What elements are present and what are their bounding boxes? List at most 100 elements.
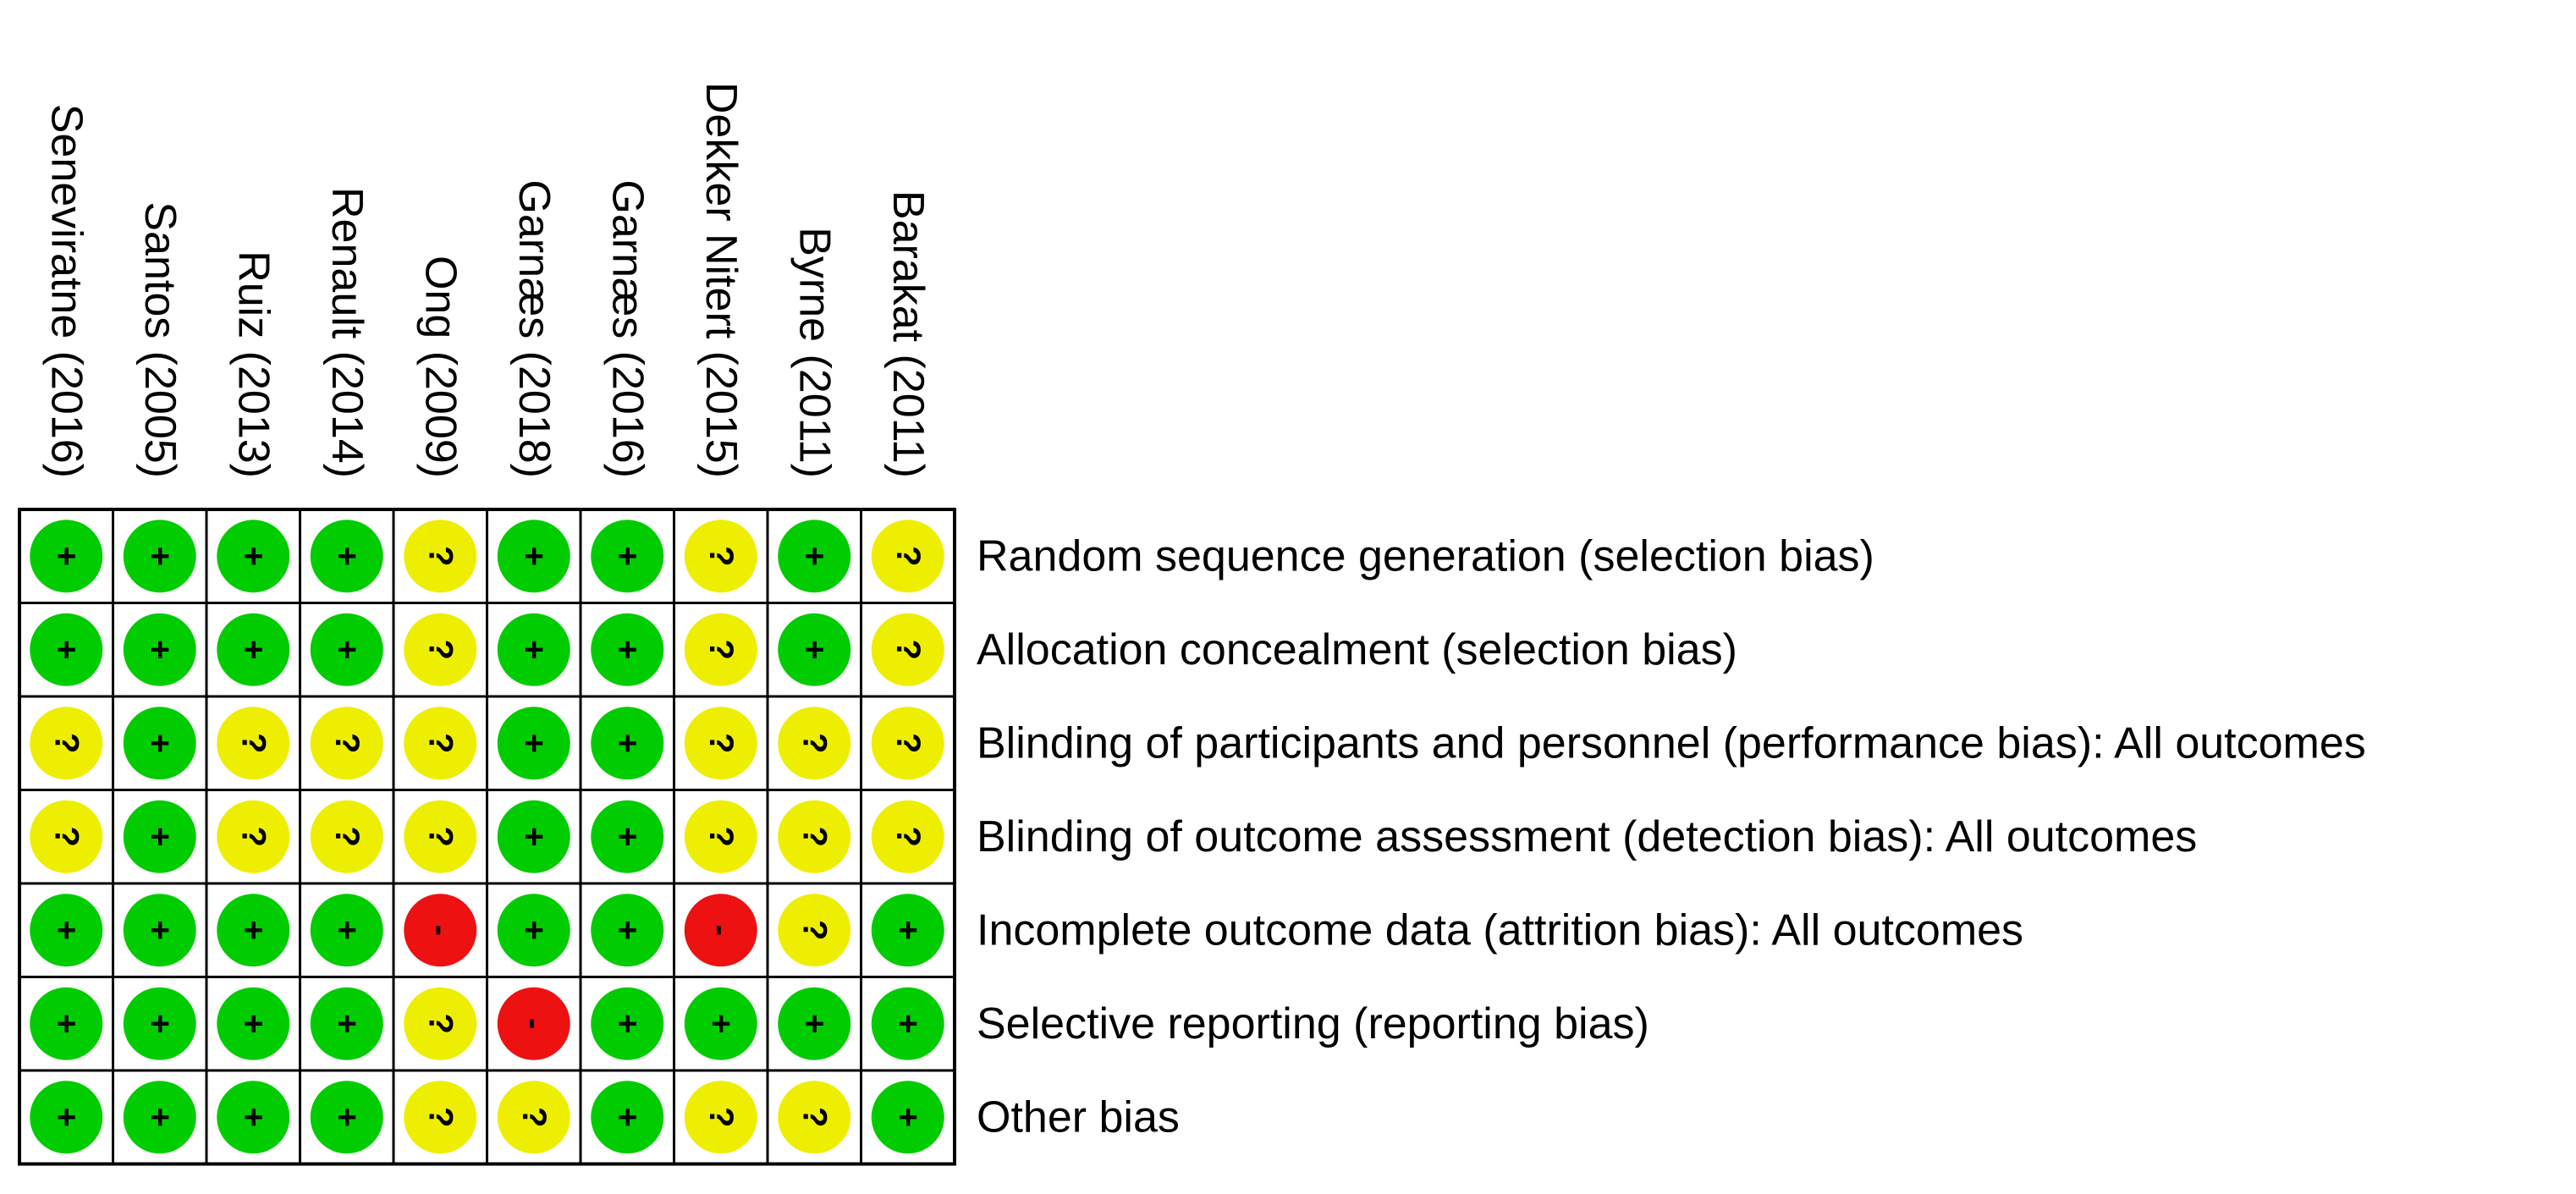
judgment-symbol: - bbox=[515, 1018, 553, 1029]
judgment-symbol: ? bbox=[702, 1107, 740, 1127]
judgment-circle bbox=[778, 800, 851, 873]
judgment-symbol: ? bbox=[421, 827, 459, 847]
judgment-circle bbox=[123, 613, 196, 686]
judgment-circle bbox=[591, 894, 664, 967]
domain-label: Allocation concealment (selection bias) bbox=[977, 625, 1737, 674]
study-label: Santos (2005) bbox=[135, 201, 184, 478]
domain-label: Blinding of participants and personnel (… bbox=[977, 718, 2366, 768]
judgment-symbol: + bbox=[141, 734, 179, 753]
judgment-circle bbox=[310, 707, 383, 780]
judgment-symbol: ? bbox=[795, 920, 833, 940]
judgment-symbol: ? bbox=[421, 1014, 459, 1034]
judgment-symbol: ? bbox=[234, 733, 272, 753]
judgment-circle bbox=[30, 800, 103, 873]
judgment-symbol: + bbox=[234, 1014, 272, 1033]
judgment-circle bbox=[591, 707, 664, 780]
judgment-circle bbox=[404, 800, 477, 873]
judgment-symbol: + bbox=[515, 921, 553, 940]
judgment-circle bbox=[497, 800, 570, 873]
judgment-circle bbox=[497, 987, 570, 1060]
judgment-circle bbox=[217, 894, 290, 967]
judgment-symbol: + bbox=[702, 1014, 740, 1033]
judgment-symbol: ? bbox=[702, 640, 740, 660]
judgment-symbol: ? bbox=[47, 733, 85, 753]
judgment-symbol: + bbox=[889, 1014, 927, 1033]
judgment-symbol: + bbox=[47, 640, 85, 659]
domain-label: Selective reporting (reporting bias) bbox=[977, 999, 1649, 1048]
judgment-circle bbox=[497, 520, 570, 593]
judgment-symbol: ? bbox=[795, 827, 833, 847]
judgment-circle bbox=[871, 613, 944, 686]
judgment-circle bbox=[30, 1081, 103, 1154]
judgment-symbol: + bbox=[795, 547, 833, 566]
judgment-symbol: + bbox=[234, 547, 272, 566]
judgment-symbol: + bbox=[47, 921, 85, 940]
study-label: Renault (2014) bbox=[322, 187, 372, 478]
judgment-circle bbox=[684, 987, 757, 1060]
judgment-symbol: + bbox=[328, 921, 366, 940]
study-label: Garnæs (2016) bbox=[603, 179, 652, 478]
judgment-circle bbox=[497, 1081, 570, 1154]
judgment-circle bbox=[217, 1081, 290, 1154]
judgment-circle bbox=[123, 1081, 196, 1154]
judgment-circle bbox=[497, 894, 570, 967]
judgment-circle bbox=[778, 613, 851, 686]
judgment-symbol: ? bbox=[795, 733, 833, 753]
judgment-circle bbox=[684, 613, 757, 686]
judgment-circle bbox=[684, 520, 757, 593]
judgment-circle bbox=[591, 800, 664, 873]
judgment-circle bbox=[404, 894, 477, 967]
judgment-circle bbox=[30, 520, 103, 593]
judgment-symbol: + bbox=[234, 921, 272, 940]
judgment-circle bbox=[217, 987, 290, 1060]
judgment-circle bbox=[310, 987, 383, 1060]
judgment-circle bbox=[871, 1081, 944, 1154]
judgment-symbol: + bbox=[515, 640, 553, 659]
judgment-circle bbox=[310, 520, 383, 593]
judgment-symbol: + bbox=[608, 640, 646, 659]
domain-label: Other bias bbox=[977, 1092, 1180, 1142]
judgment-circle bbox=[310, 613, 383, 686]
judgment-circle bbox=[591, 987, 664, 1060]
judgment-circle bbox=[684, 1081, 757, 1154]
judgment-circle bbox=[497, 707, 570, 780]
judgment-symbol: ? bbox=[421, 733, 459, 753]
judgment-symbol: + bbox=[234, 1108, 272, 1127]
judgment-symbol: + bbox=[47, 547, 85, 566]
judgment-circle bbox=[404, 613, 477, 686]
judgment-symbol: + bbox=[328, 1108, 366, 1127]
judgment-circle bbox=[310, 800, 383, 873]
study-label: Dekker Nitert (2015) bbox=[696, 82, 746, 478]
judgment-circle bbox=[123, 520, 196, 593]
judgment-symbol: + bbox=[328, 547, 366, 566]
judgment-symbol: + bbox=[515, 734, 553, 753]
judgment-symbol: + bbox=[141, 1108, 179, 1127]
judgment-circle bbox=[404, 1081, 477, 1154]
judgment-symbol: + bbox=[795, 640, 833, 659]
judgment-circle bbox=[217, 520, 290, 593]
judgment-symbol: + bbox=[328, 1014, 366, 1033]
judgment-symbol: ? bbox=[515, 1107, 553, 1127]
judgment-circle bbox=[123, 707, 196, 780]
judgment-symbol: ? bbox=[421, 1107, 459, 1127]
judgment-symbol: - bbox=[421, 925, 459, 936]
judgment-symbol: ? bbox=[47, 827, 85, 847]
judgment-circle bbox=[871, 987, 944, 1060]
judgment-circle bbox=[871, 894, 944, 967]
judgment-circle bbox=[30, 707, 103, 780]
judgment-symbol: + bbox=[234, 640, 272, 659]
judgment-symbol: ? bbox=[702, 546, 740, 566]
judgment-symbol: + bbox=[515, 547, 553, 566]
judgment-symbol: ? bbox=[328, 733, 366, 753]
judgment-symbol: ? bbox=[421, 546, 459, 566]
judgment-symbol: ? bbox=[889, 733, 927, 753]
judgment-symbol: ? bbox=[889, 827, 927, 847]
judgment-circle bbox=[217, 707, 290, 780]
judgment-symbol: + bbox=[608, 1014, 646, 1033]
judgment-symbol: ? bbox=[702, 733, 740, 753]
judgment-symbol: + bbox=[608, 734, 646, 753]
study-label: Seneviratne (2016) bbox=[41, 104, 91, 478]
judgment-circle bbox=[404, 707, 477, 780]
judgment-circle bbox=[778, 707, 851, 780]
